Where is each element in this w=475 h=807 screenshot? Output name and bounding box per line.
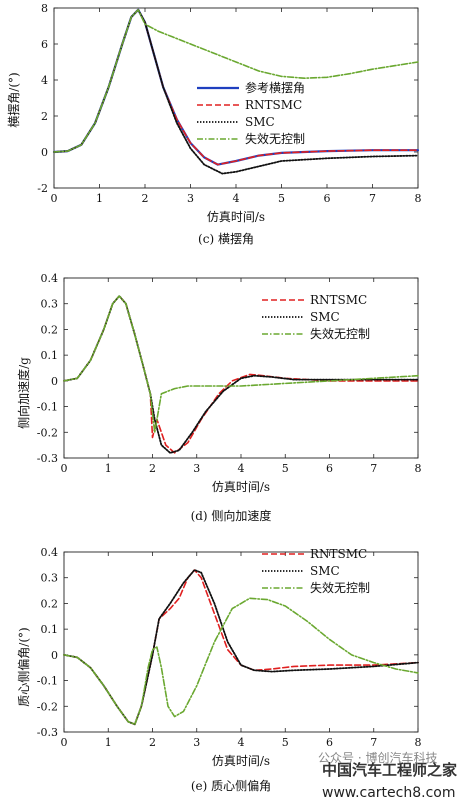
lateral-acceleration-chart: 0 1 2 3 4 5 6 7 8 -0.3 -0.2 -0.1 0 0.1 0.2 0.3 0.4 仿真时间/s… [16,272,422,523]
x-tick-label: 8 [415,462,422,475]
x-tick-label: 8 [415,192,422,205]
y-axis-label: 侧向加速度/g [16,357,31,429]
chart-caption: (c) 横摆角 [198,232,254,246]
y-tick-label: 4 [41,74,48,87]
x-tick-label: 5 [282,736,289,749]
x-axis-label: 仿真时间/s [212,480,270,494]
chart-caption: (e) 质心侧偏角 [191,778,271,793]
series-line-uncontrolled [53,9,419,153]
x-tick-label: 3 [193,736,200,749]
legend-label: RNTSMC [245,98,302,112]
legend-label: SMC [310,564,340,578]
y-tick-label: 8 [41,2,48,15]
x-axis-label: 仿真时间/s [207,210,265,224]
y-tick-label: 0.1 [41,623,59,636]
x-tick-label: 5 [278,192,285,205]
x-tick-label: 7 [370,736,377,749]
series-line-smc [53,8,419,175]
x-tick-label: 6 [324,192,331,205]
y-tick-label: -0.1 [37,675,58,688]
y-tick-label: 0.3 [41,572,59,585]
x-tick-label: 2 [142,192,149,205]
legend-label: 失效无控制 [245,131,305,146]
legend-label: RNTSMC [310,547,367,561]
watermark-site-name: 中国汽车工程师之家 [322,761,457,779]
x-tick-label: 2 [149,736,156,749]
x-tick-label: 1 [105,736,112,749]
sideslip-angle-chart: 0 1 2 3 4 5 6 7 8 -0.3 -0.2 -0.1 0 0.1 0.2 0.3 0.4 仿真时间/s… [16,546,422,793]
y-tick-label: 0 [41,146,48,159]
y-tick-label: -0.2 [37,700,58,713]
legend-label: RNTSMC [310,293,367,307]
y-tick-label: 0.1 [41,349,59,362]
x-tick-label: 6 [326,736,333,749]
legend-label: 参考横摆角 [245,80,305,95]
y-tick-label: -2 [37,182,48,195]
series-line-uncontrolled [63,295,419,434]
y-tick-label: 0 [51,649,58,662]
series-line-smc [63,295,419,454]
series-line-rntsmc [63,295,419,454]
x-tick-label: 2 [149,462,156,475]
chart-caption: (d) 侧向加速度 [191,508,272,523]
y-tick-label: -0.3 [37,452,58,465]
y-tick-label: 6 [41,38,48,51]
y-tick-label: 2 [41,110,48,123]
watermark: 中国汽车工程师之家 公众号 · 博创汽车科技 www.cartech8.com [318,750,457,801]
legend-label: SMC [245,115,275,129]
y-tick-label: 0.4 [41,272,59,285]
watermark-account: 公众号 · 博创汽车科技 [318,750,437,765]
x-tick-label: 4 [238,736,245,749]
x-tick-label: 4 [233,192,240,205]
x-tick-label: 3 [193,462,200,475]
x-tick-label: 7 [370,462,377,475]
y-tick-label: -0.1 [37,401,58,414]
x-tick-label: 1 [105,462,112,475]
legend-label: 失效无控制 [310,580,370,595]
x-tick-label: 7 [369,192,376,205]
y-tick-label: -0.2 [37,426,58,439]
x-axis-label: 仿真时间/s [212,754,270,768]
x-tick-label: 5 [282,462,289,475]
x-tick-label: 8 [415,736,422,749]
x-tick-label: 4 [238,462,245,475]
series-line-uncontrolled [63,597,419,726]
y-tick-label: 0.4 [41,546,59,559]
y-tick-label: 0 [51,375,58,388]
y-tick-label: 0.3 [41,298,59,311]
legend-label: SMC [310,310,340,324]
x-tick-label: 1 [96,192,103,205]
y-tick-label: 0.2 [41,597,59,610]
y-axis-label: 横摆角/(°) [7,72,21,127]
x-tick-label: 0 [61,462,68,475]
x-tick-label: 0 [51,192,58,205]
x-tick-label: 6 [326,462,333,475]
watermark-url: www.cartech8.com [322,785,455,801]
legend-label: 失效无控制 [310,326,370,341]
y-tick-label: -0.3 [37,726,58,739]
x-tick-label: 3 [187,192,194,205]
y-axis-label: 质心侧偏角/(°) [16,627,31,706]
y-tick-label: 0.2 [41,323,59,336]
x-tick-label: 0 [61,736,68,749]
